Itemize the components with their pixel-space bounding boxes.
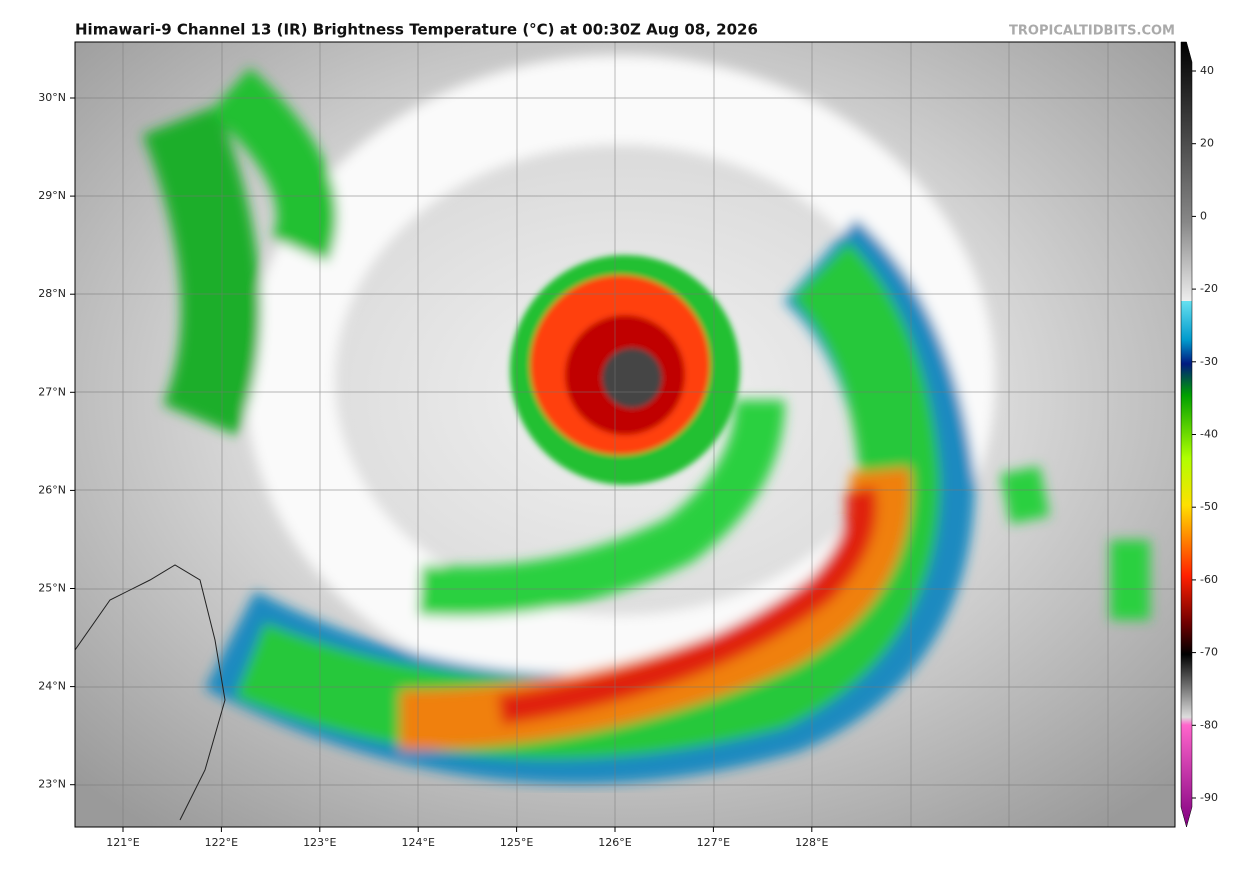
colorbar-label: -40	[1200, 428, 1218, 441]
colorbar-label: -60	[1200, 573, 1218, 586]
lat-label: 27°N	[38, 385, 66, 398]
colorbar-label: -90	[1200, 791, 1218, 804]
lat-label: 25°N	[38, 582, 66, 595]
lat-label: 30°N	[38, 91, 66, 104]
lat-label: 24°N	[38, 680, 66, 693]
source: TROPICALTIDBITS.COM	[1009, 24, 1175, 39]
grid	[75, 42, 1175, 827]
map-frame	[74, 41, 1176, 828]
colorbar-label: -20	[1200, 282, 1218, 295]
lat-label: 29°N	[38, 189, 66, 202]
lon-label: 128°E	[795, 836, 828, 849]
colorbar-label: -30	[1200, 355, 1218, 368]
lat-label: 26°N	[38, 483, 66, 496]
lon-label: 122°E	[205, 836, 238, 849]
lon-label: 126°E	[598, 836, 631, 849]
lat-label: 28°N	[38, 287, 66, 300]
lon-label: 124°E	[401, 836, 434, 849]
lon-label: 125°E	[500, 836, 533, 849]
coastline	[75, 564, 226, 821]
lon-label: 123°E	[303, 836, 336, 849]
colorbar	[1180, 41, 1193, 828]
lon-label: 121°E	[106, 836, 139, 849]
lon-label: 127°E	[697, 836, 730, 849]
colorbar-label: 40	[1200, 64, 1214, 77]
colorbar-label: -70	[1200, 646, 1218, 659]
colorbar-label: -50	[1200, 500, 1218, 513]
colorbar-label: 0	[1200, 209, 1207, 222]
title: Himawari-9 Channel 13 (IR) Brightness Te…	[75, 21, 758, 39]
satellite-image	[75, 42, 1175, 827]
colorbar-label: 20	[1200, 137, 1214, 150]
colorbar-label: -80	[1200, 718, 1218, 731]
lat-label: 23°N	[38, 778, 66, 791]
